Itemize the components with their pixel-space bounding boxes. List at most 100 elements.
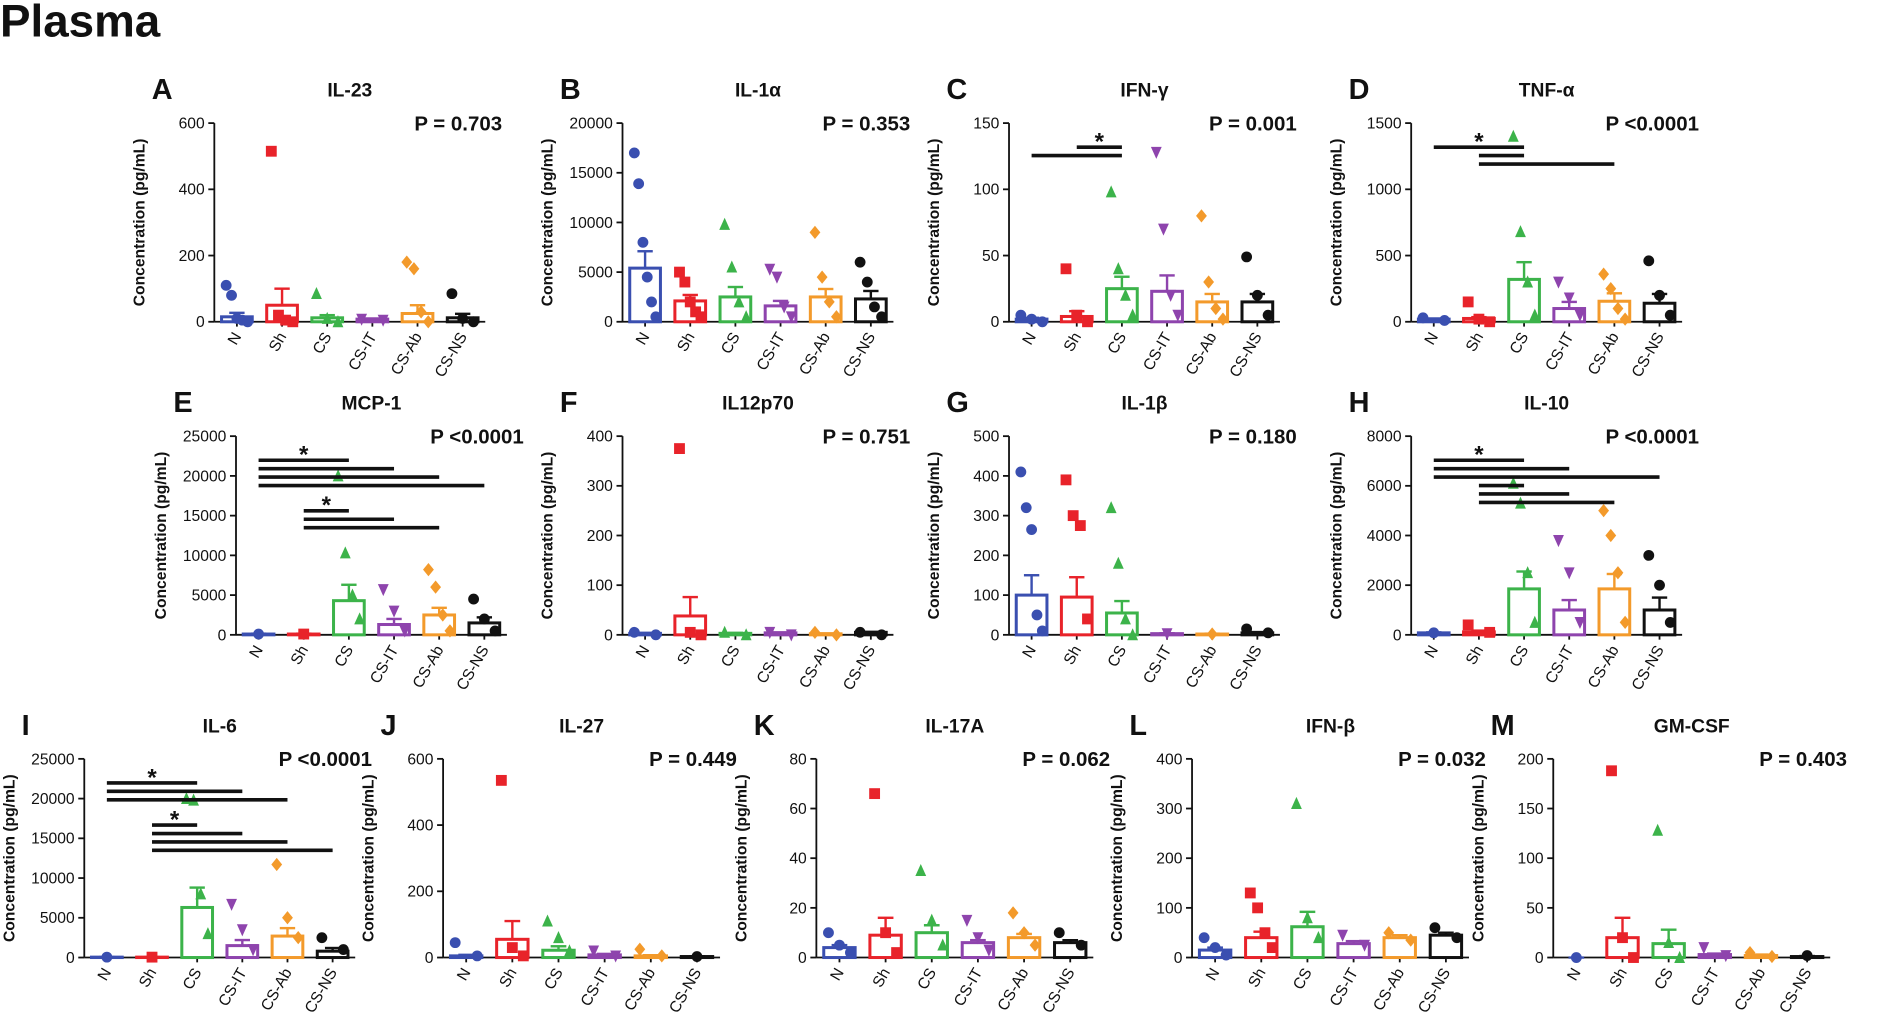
data-point: [1075, 939, 1087, 951]
data-point: [1674, 950, 1686, 963]
error-bar: [364, 317, 381, 320]
x-tick-label: CS-IT: [345, 329, 380, 373]
x-tick-label: CS-NS: [1039, 965, 1078, 1012]
data-point: [1529, 308, 1541, 321]
error-bar: [727, 285, 744, 297]
data-point: [785, 311, 797, 324]
data-point: [633, 178, 645, 190]
y-tick-label: 25000: [31, 751, 75, 768]
x-tick-label: CS-Ab: [1585, 643, 1623, 692]
data-point: [542, 914, 553, 927]
data-point: [1060, 474, 1072, 486]
y-tick-label: 0: [1535, 950, 1544, 967]
data-point: [1619, 312, 1631, 326]
error-bar: [324, 946, 341, 952]
x-tick-label: CS-IT: [367, 642, 402, 686]
x-tick-label: CS-IT: [215, 965, 250, 1009]
y-tick-label: 0: [604, 314, 613, 331]
p-value: P = 0.353: [823, 112, 911, 135]
data-point: [1462, 619, 1474, 631]
data-point: [332, 469, 344, 482]
y-tick-label: 300: [1156, 801, 1182, 818]
data-point: [628, 626, 640, 638]
p-value: P <0.0001: [279, 748, 372, 771]
data-point: [1628, 952, 1639, 963]
y-tick-label: 200: [179, 248, 205, 265]
data-point: [831, 310, 842, 324]
data-point: [506, 942, 518, 954]
x-tick-label: N: [95, 965, 115, 983]
y-tick-label: 0: [604, 627, 613, 644]
data-point: [553, 931, 564, 944]
x-tick-label: CS-IT: [1140, 329, 1175, 373]
x-tick-label: N: [1422, 330, 1442, 348]
y-tick-label: 400: [407, 818, 433, 835]
x-tick-label: Sh: [1061, 330, 1085, 355]
data-point: [1105, 501, 1117, 514]
x-tick-label: CS-Ab: [410, 643, 448, 692]
error-bar: [596, 952, 613, 956]
data-point: [388, 605, 400, 618]
data-point: [1619, 615, 1631, 630]
y-tick-label: 100: [973, 182, 999, 199]
x-tick-label: Sh: [870, 965, 894, 990]
data-point: [1598, 504, 1610, 518]
significance-star: *: [1474, 129, 1484, 156]
y-tick-label: 5000: [40, 910, 75, 927]
y-tick-label: 300: [587, 478, 613, 495]
data-point: [377, 584, 389, 597]
data-point: [1612, 301, 1624, 316]
data-point: [646, 296, 657, 308]
y-tick-label: 0: [991, 314, 1000, 331]
data-point: [733, 295, 745, 308]
y-tick-label: 0: [425, 950, 434, 967]
y-tick-label: 150: [1518, 801, 1544, 818]
x-tick-label: N: [633, 643, 653, 661]
x-tick-label: N: [1020, 643, 1040, 661]
x-tick-label: CS: [310, 330, 336, 357]
data-point: [915, 863, 927, 877]
x-tick-label: CS: [1507, 330, 1533, 357]
error-bar: [274, 287, 290, 306]
data-point: [1020, 502, 1032, 514]
data-point: [634, 942, 646, 956]
data-point: [869, 301, 880, 313]
panel-title: IFN-β: [1306, 716, 1355, 737]
error-bar: [818, 287, 834, 297]
data-point: [816, 270, 828, 284]
x-tick-label: CS-IT: [1327, 965, 1362, 1009]
data-point: [854, 256, 866, 268]
data-point: [1210, 301, 1222, 316]
data-point: [1251, 289, 1263, 301]
panel-letter: C: [946, 74, 967, 106]
error-bar: [642, 954, 659, 957]
y-tick-label: 1000: [1367, 182, 1402, 199]
error-bar: [1023, 574, 1040, 596]
y-tick-label: 0: [1393, 314, 1402, 331]
x-tick-label: CS: [180, 965, 206, 992]
data-point: [1302, 911, 1313, 924]
data-point: [1112, 556, 1124, 569]
data-point: [637, 236, 649, 248]
x-tick-label: N: [1203, 965, 1223, 983]
y-tick-label: 0: [991, 627, 1000, 644]
data-point: [926, 913, 938, 926]
data-point: [1563, 567, 1575, 580]
x-tick-label: CS: [914, 965, 940, 992]
bar: [1507, 587, 1541, 637]
x-tick-label: Sh: [1463, 643, 1487, 668]
data-point: [684, 626, 696, 638]
data-point: [253, 628, 264, 640]
y-tick-label: 50: [982, 248, 1000, 265]
data-point: [1598, 267, 1610, 281]
y-axis-label: Concentration (pg/mL): [1328, 452, 1345, 620]
error-bar: [504, 919, 521, 940]
error-bar: [1391, 933, 1408, 938]
data-point: [377, 314, 389, 327]
data-point: [316, 932, 328, 944]
data-point: [1801, 950, 1813, 961]
y-tick-label: 2000: [1367, 578, 1402, 595]
y-tick-label: 200: [587, 528, 613, 545]
x-tick-label: CS: [1105, 330, 1131, 357]
data-point: [1241, 251, 1253, 263]
